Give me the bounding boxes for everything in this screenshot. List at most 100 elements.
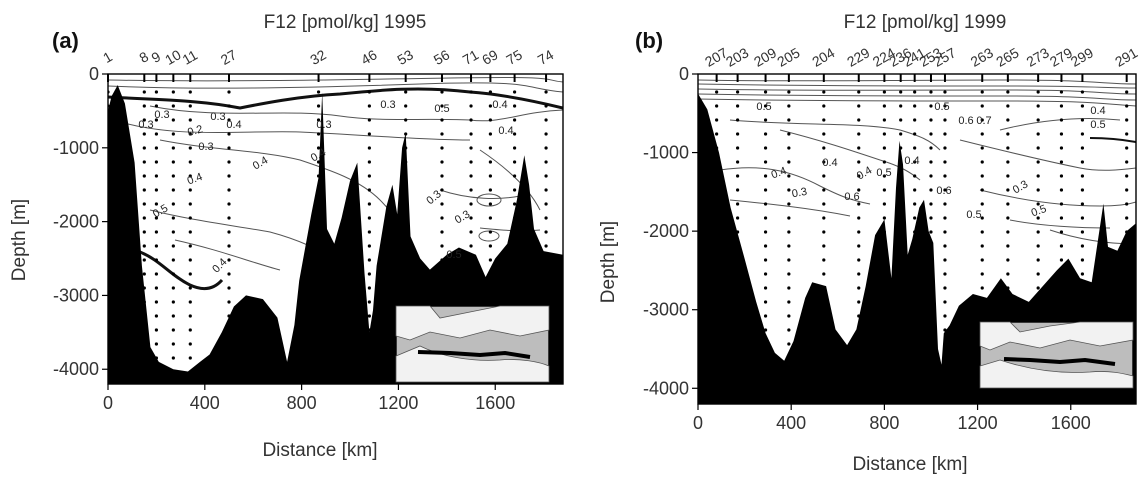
sample-point	[822, 132, 826, 136]
sample-point	[171, 216, 175, 220]
sample-point	[913, 188, 917, 192]
sample-point	[142, 160, 146, 164]
panel-a-x-ticks: 0 400 800 1200 1600	[103, 384, 515, 413]
panel-a-frame	[107, 73, 564, 385]
contour-label: 0.5	[876, 167, 891, 179]
sample-point	[857, 202, 861, 206]
sample-point	[822, 146, 826, 150]
sample-point	[440, 90, 444, 94]
sample-point	[171, 258, 175, 262]
station-label: 204	[809, 44, 837, 70]
contour-label: 0.3	[210, 111, 225, 123]
sample-point	[154, 300, 159, 304]
sample-point	[1006, 146, 1010, 150]
panel-a: (a) F12 [pmol/kg] 1995	[9, 12, 564, 461]
sample-point	[1080, 216, 1085, 220]
sample-point	[544, 216, 548, 220]
sample-point	[882, 188, 886, 192]
panel-b-contours	[698, 79, 1136, 245]
contour-label: 0.3	[154, 109, 169, 121]
sample-point	[227, 272, 231, 276]
contour-label: 0.3	[1011, 178, 1030, 196]
panel-b-x-axis-label: Distance [km]	[852, 454, 967, 474]
x-tick-label: 800	[287, 393, 317, 413]
sample-point	[736, 174, 740, 178]
sample-point	[440, 160, 444, 164]
sample-point	[469, 174, 473, 178]
sample-point	[929, 174, 933, 178]
contour-label: 0.4	[904, 155, 919, 167]
contour-label: 0.2	[186, 123, 204, 139]
sample-point	[188, 356, 192, 360]
sample-point	[913, 132, 917, 136]
sample-point	[1059, 174, 1064, 178]
sample-point	[171, 202, 175, 206]
contour-label: 0.5	[151, 202, 170, 220]
sample-point	[227, 216, 231, 220]
sample-point	[154, 188, 159, 192]
sample-point	[188, 104, 192, 108]
sample-point	[822, 118, 826, 122]
sample-point	[1006, 188, 1010, 192]
sample-point	[787, 342, 791, 346]
station-label: 53	[394, 46, 416, 68]
sample-point	[1059, 188, 1064, 192]
station-label: 263	[968, 44, 996, 70]
sample-point	[544, 132, 548, 136]
sample-point	[763, 244, 768, 248]
sample-point	[822, 90, 826, 94]
sample-point	[1059, 216, 1064, 220]
sample-point	[142, 146, 146, 150]
panel-b: (b) F12 [pmol/kg] 1999	[598, 12, 1140, 475]
y-tick-label: 0	[679, 64, 689, 84]
sample-point	[715, 118, 719, 122]
sample-point	[367, 90, 371, 94]
sample-point	[154, 230, 159, 234]
sample-point	[488, 146, 492, 150]
sample-point	[913, 160, 917, 164]
panel-a-contours	[108, 76, 563, 271]
sample-point	[943, 90, 947, 94]
panel-b-label: (b)	[635, 28, 663, 53]
sample-point	[142, 202, 146, 206]
sample-point	[736, 146, 740, 150]
station-label: 291	[1112, 44, 1140, 70]
panel-b-title: F12 [pmol/kg] 1999	[844, 12, 1007, 33]
sample-point	[882, 118, 886, 122]
sample-point	[154, 174, 159, 178]
sample-point	[469, 104, 473, 108]
sample-point	[980, 104, 984, 108]
sample-point	[404, 90, 408, 94]
sample-point	[715, 104, 719, 108]
sample-point	[943, 286, 947, 290]
sample-point	[736, 118, 740, 122]
sample-point	[943, 174, 947, 178]
sample-point	[188, 160, 192, 164]
sample-point	[488, 132, 492, 136]
sample-point	[227, 160, 231, 164]
contour-label: 0.4	[309, 146, 328, 164]
sample-point	[943, 160, 947, 164]
sample-point	[736, 160, 740, 164]
sample-point	[142, 174, 146, 178]
sample-point	[1080, 146, 1085, 150]
sample-point	[822, 230, 826, 234]
sample-point	[1125, 132, 1129, 136]
sample-point	[1036, 118, 1040, 122]
sample-point	[736, 216, 740, 220]
sample-point	[980, 160, 984, 164]
sample-point	[857, 104, 861, 108]
sample-point	[142, 230, 146, 234]
sample-point	[980, 272, 984, 276]
sample-point	[787, 244, 791, 248]
sample-point	[1125, 202, 1129, 206]
sample-point	[154, 342, 159, 346]
station-label: 46	[358, 46, 380, 68]
sample-point	[188, 188, 192, 192]
sample-point	[440, 202, 444, 206]
sample-point	[154, 90, 159, 94]
sample-point	[469, 118, 473, 122]
sample-point	[1006, 202, 1010, 206]
sample-point	[171, 160, 175, 164]
panel-a-y-ticks: 0 -1000 -2000 -3000 -4000	[53, 64, 108, 379]
